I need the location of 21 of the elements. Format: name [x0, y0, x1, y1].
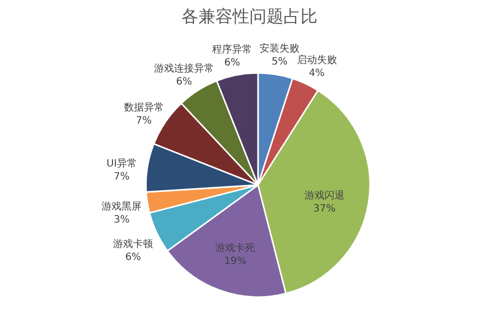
data-label: 6%	[224, 57, 240, 68]
slice-label: 启动失败	[296, 54, 337, 66]
data-label: 19%	[224, 256, 246, 268]
data-label: 3%	[114, 214, 130, 226]
data-label: 37%	[313, 204, 336, 215]
slice-label: 游戏连接异常	[154, 62, 214, 74]
slice-label: 游戏黑屏	[102, 200, 142, 213]
slice-label: 数据异常	[124, 101, 164, 114]
data-label: 7%	[136, 115, 152, 126]
slice-label: 安装失败	[260, 42, 300, 55]
data-label: 7%	[114, 171, 130, 182]
data-label: 5%	[272, 56, 288, 68]
slice-label: 游戏卡顿	[113, 238, 154, 250]
slice-label: 游戏闪退	[304, 190, 344, 202]
chart-title: 各兼容性问题占比	[182, 7, 318, 27]
slice-label: 程序异常	[212, 43, 252, 56]
data-label: 6%	[125, 252, 142, 263]
data-label: 6%	[176, 76, 192, 88]
slice-label: UI异常	[106, 157, 137, 170]
slice-label: 游戏卡死	[215, 242, 256, 254]
data-label: 4%	[308, 68, 325, 80]
